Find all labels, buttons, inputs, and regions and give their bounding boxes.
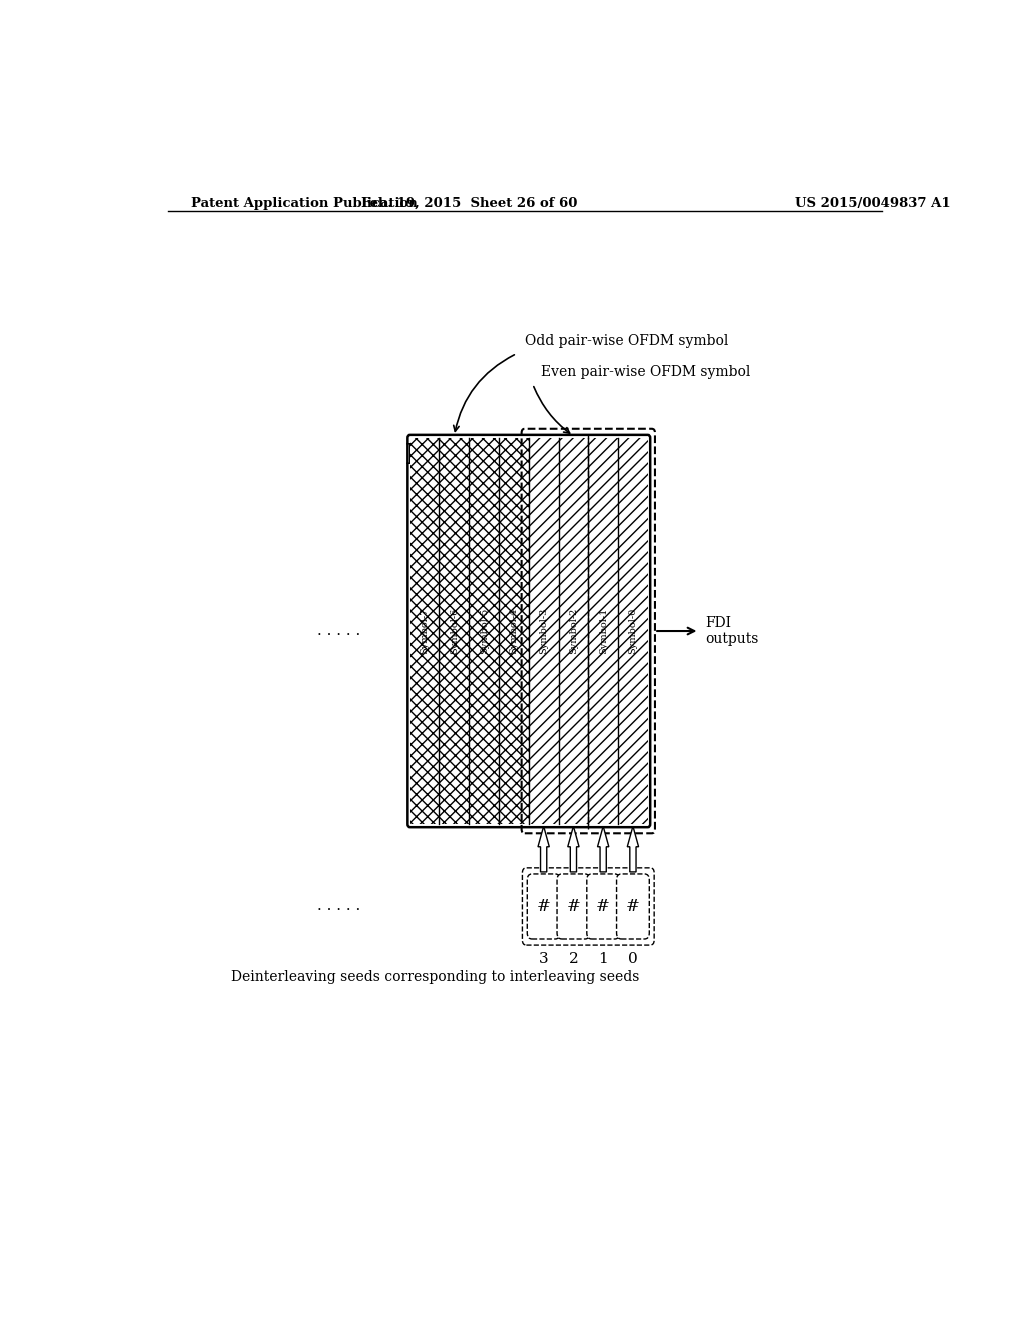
Bar	[499, 438, 528, 824]
Bar	[469, 438, 499, 824]
Text: Symbol-2: Symbol-2	[569, 607, 578, 655]
Text: 2: 2	[568, 952, 579, 966]
Text: Symbol-5: Symbol-5	[479, 609, 488, 655]
Polygon shape	[538, 826, 549, 873]
Text: 3: 3	[539, 952, 549, 966]
FancyBboxPatch shape	[616, 874, 649, 939]
FancyBboxPatch shape	[527, 874, 560, 939]
Bar	[528, 438, 558, 824]
Text: . . . . .: . . . . .	[316, 624, 359, 638]
Polygon shape	[628, 826, 639, 873]
Text: Feb. 19, 2015  Sheet 26 of 60: Feb. 19, 2015 Sheet 26 of 60	[361, 197, 578, 210]
Text: FDI
outputs: FDI outputs	[706, 616, 759, 645]
Bar	[618, 438, 648, 824]
Text: #: #	[626, 898, 640, 915]
FancyBboxPatch shape	[587, 874, 620, 939]
Text: #: #	[566, 898, 581, 915]
Text: Odd pair-wise OFDM symbol: Odd pair-wise OFDM symbol	[524, 334, 728, 348]
Text: 0: 0	[628, 952, 638, 966]
Text: . . . . .: . . . . .	[316, 899, 359, 913]
Text: #: #	[596, 898, 610, 915]
Text: 1: 1	[598, 952, 608, 966]
Text: US 2015/0049837 A1: US 2015/0049837 A1	[795, 197, 950, 210]
Text: Symbol-6: Symbol-6	[450, 609, 459, 655]
Text: #: #	[537, 898, 551, 915]
Text: Symbol-0: Symbol-0	[629, 609, 637, 655]
Text: Even pair-wise OFDM symbol: Even pair-wise OFDM symbol	[541, 364, 750, 379]
Polygon shape	[598, 826, 609, 873]
FancyBboxPatch shape	[557, 874, 590, 939]
Bar	[439, 438, 469, 824]
Text: Deinterleaving seeds corresponding to interleaving seeds: Deinterleaving seeds corresponding to in…	[231, 970, 640, 983]
Bar	[410, 438, 439, 824]
Text: Symbol-4: Symbol-4	[509, 607, 518, 655]
Text: Patent Application Publication: Patent Application Publication	[191, 197, 418, 210]
Text: FIG. 26: FIG. 26	[404, 444, 518, 470]
Bar	[588, 438, 618, 824]
Text: Symbol-1: Symbol-1	[599, 607, 607, 655]
Bar	[558, 438, 588, 824]
Text: Symbol-7: Symbol-7	[420, 607, 429, 655]
Text: Symbol-3: Symbol-3	[540, 607, 548, 655]
Polygon shape	[567, 826, 579, 873]
